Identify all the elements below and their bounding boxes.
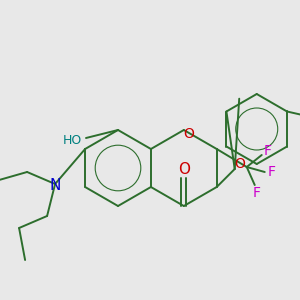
Text: F: F [264,144,272,158]
Text: F: F [253,186,261,200]
Text: O: O [234,157,245,171]
Text: N: N [50,178,61,194]
Text: HO: HO [62,134,82,146]
Text: F: F [268,165,276,179]
Text: O: O [183,127,194,141]
Text: O: O [178,161,190,176]
